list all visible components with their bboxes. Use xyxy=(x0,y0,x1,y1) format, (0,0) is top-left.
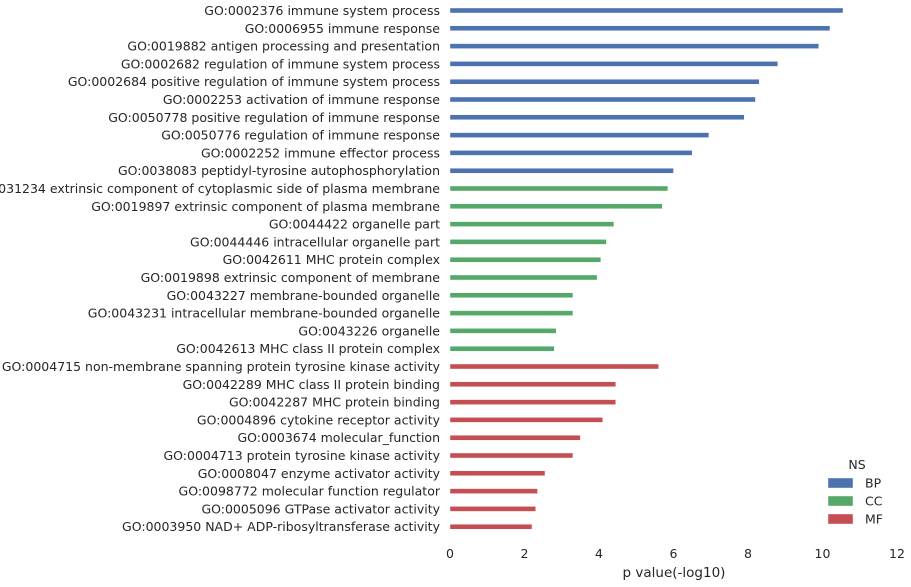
bar-bp xyxy=(449,150,693,156)
legend-label-bp: BP xyxy=(865,476,882,491)
x-tick-label: 8 xyxy=(744,546,752,561)
category-label: GO:0019882 antigen processing and presen… xyxy=(127,39,440,54)
category-label: GO:0003950 NAD+ ADP-ribosyltransferase a… xyxy=(122,519,441,534)
bar-mf xyxy=(449,435,581,441)
x-tick-label: 2 xyxy=(521,546,529,561)
category-label: GO:0042611 MHC protein complex xyxy=(223,252,440,267)
legend-entries: BP CC MF xyxy=(827,476,883,527)
bar-cc xyxy=(449,203,663,210)
category-label: GO:0002684 positive regulation of immune… xyxy=(68,74,440,89)
bar-mf xyxy=(449,506,536,512)
category-label: GO:0038083 peptidyl-tyrosine autophospho… xyxy=(118,163,440,178)
category-label: GO:0098772 molecular function regulator xyxy=(179,484,441,499)
bar-bp xyxy=(449,25,831,31)
category-labels-group: GO:0002376 immune system process GO:00069… xyxy=(0,3,441,534)
bar-mf xyxy=(449,452,574,459)
bar-cc xyxy=(449,185,669,192)
bar-bp xyxy=(449,167,674,174)
bar-bp xyxy=(449,132,710,138)
x-tick-label: 0 xyxy=(446,546,454,561)
bar-mf xyxy=(449,470,546,476)
category-label: GO:0042613 MHC class II protein complex xyxy=(176,341,440,356)
bar-mf xyxy=(449,524,533,530)
category-label: GO:0002253 activation of immune response xyxy=(163,92,440,107)
category-label: GO:0050776 regulation of immune response xyxy=(161,128,440,143)
bar-bp xyxy=(449,43,819,49)
category-label: GO:0008047 enzyme activator activity xyxy=(198,466,441,481)
bar-cc xyxy=(449,346,555,352)
category-label: GO:0019897 extrinsic component of plasma… xyxy=(91,199,440,214)
bar-mf xyxy=(449,381,616,387)
x-tick-label: 6 xyxy=(670,546,678,561)
bar-bp xyxy=(449,61,778,67)
category-label: GO:0044422 organelle part xyxy=(269,217,440,232)
category-label: GO:0043231 intracellular membrane-bounde… xyxy=(88,306,441,321)
category-label: GO:0002376 immune system process xyxy=(204,3,440,18)
x-tick-label: 4 xyxy=(595,546,603,561)
category-label: GO:0043226 organelle xyxy=(298,323,440,338)
category-label: GO:0004713 protein tyrosine kinase activ… xyxy=(164,448,441,463)
bar-mf xyxy=(449,417,603,423)
bar-bp xyxy=(449,7,844,14)
bar-cc xyxy=(449,221,615,227)
bar-cc xyxy=(449,274,598,281)
category-label: GO:0043227 membrane-bounded organelle xyxy=(167,288,441,303)
bars-group xyxy=(449,7,844,530)
bar-mf xyxy=(449,488,538,494)
category-label: GO:0004896 cytokine receptor activity xyxy=(197,412,441,427)
bar-cc xyxy=(449,292,574,298)
legend-swatch-cc xyxy=(827,495,854,507)
category-label: GO:0002252 immune effector process xyxy=(201,145,440,160)
category-label: GO:0044446 intracellular organelle part xyxy=(190,234,440,249)
category-label: GO:0019898 extrinsic component of membra… xyxy=(141,270,441,285)
category-label: GO:0004715 non-membrane spanning protein… xyxy=(2,359,441,374)
bar-cc xyxy=(449,328,557,334)
bar-cc xyxy=(449,257,602,263)
x-tick-label: 10 xyxy=(815,546,831,561)
bar-bp xyxy=(449,78,760,85)
legend-label-cc: CC xyxy=(865,494,883,509)
x-tick-label: 12 xyxy=(889,546,905,561)
legend: NS BP CC MF xyxy=(827,457,883,527)
x-tick-labels-group: 0 2 4 6 8 10 12 xyxy=(446,546,905,561)
category-label: GO:0005096 GTPase activator activity xyxy=(201,501,440,516)
bar-cc xyxy=(449,310,574,316)
legend-label-mf: MF xyxy=(865,512,883,527)
bar-mf xyxy=(449,399,616,405)
legend-title: NS xyxy=(848,457,865,472)
category-label: GO:0050778 positive regulation of immune… xyxy=(108,110,440,125)
category-label: GO:0042287 MHC protein binding xyxy=(229,395,440,410)
category-label: GO:0002682 regulation of immune system p… xyxy=(121,56,440,71)
bar-mf xyxy=(449,363,659,370)
legend-swatch-mf xyxy=(827,513,854,525)
category-label: GO:0006955 immune response xyxy=(245,21,441,36)
category-label: GO:0031234 extrinsic component of cytopl… xyxy=(0,181,440,196)
bar-bp xyxy=(449,96,756,103)
legend-swatch-bp xyxy=(827,477,854,489)
bar-bp xyxy=(449,114,745,121)
category-label: GO:0003674 molecular_function xyxy=(237,430,440,445)
bar-cc xyxy=(449,239,607,245)
category-label: GO:0042289 MHC class II protein binding xyxy=(183,377,440,392)
x-axis-label: p value(-log10) xyxy=(623,565,726,581)
